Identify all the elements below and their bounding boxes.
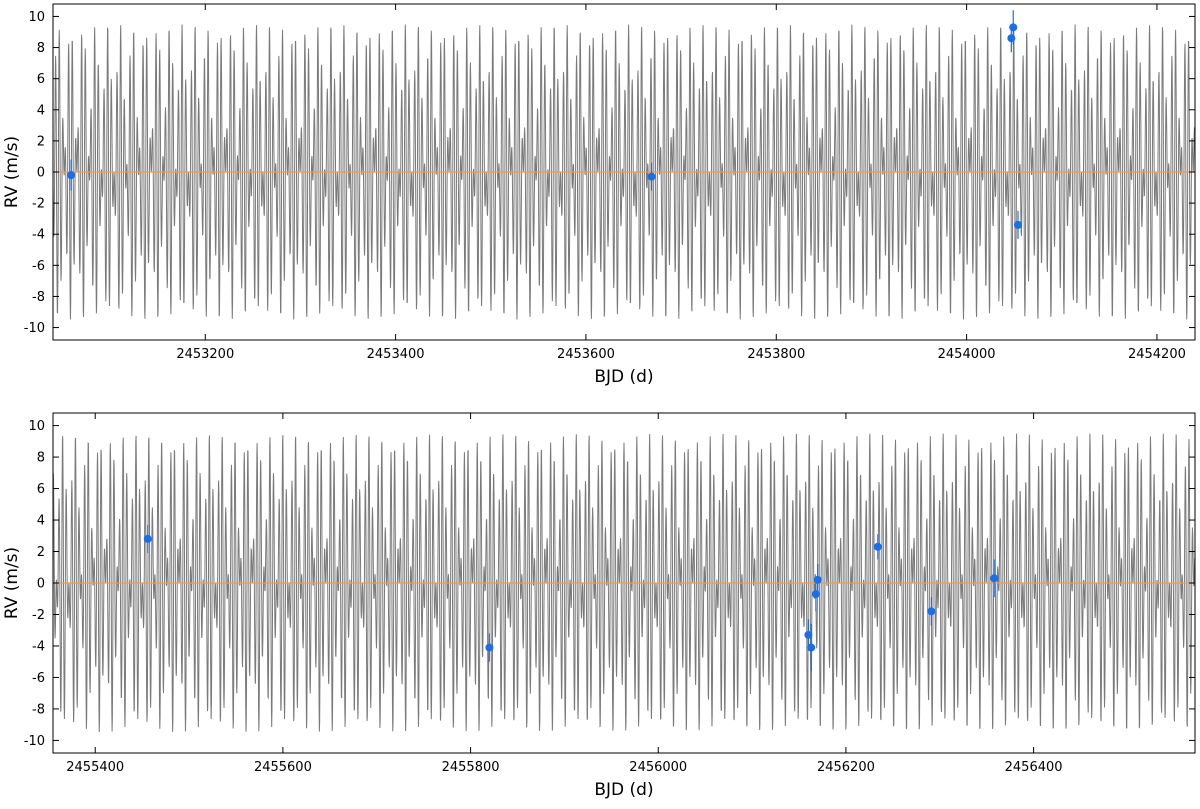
x-tick-label: 2454200 (1128, 347, 1186, 362)
data-point (927, 607, 936, 616)
y-tick-label: 2 (37, 134, 45, 149)
y-tick-label: -8 (32, 702, 45, 717)
x-tick-label: 2456200 (817, 760, 875, 775)
data-point (143, 534, 152, 543)
y-tick-label: -4 (32, 639, 45, 654)
y-tick-label: 10 (28, 419, 45, 434)
y-tick-label: -4 (32, 228, 45, 243)
x-tick-label: 2456400 (1005, 760, 1063, 775)
x-tick-label: 2454000 (938, 347, 996, 362)
top-panel: 2453200 2453400 2453600 2453800 2454000 24542… (2, 3, 1196, 387)
x-tick-label: 2455800 (442, 760, 500, 775)
x-tick-label: 2455400 (66, 760, 124, 775)
y-tick-label: -8 (32, 290, 45, 305)
data-point (807, 643, 816, 652)
x-axis-label: BJD (d) (594, 367, 653, 387)
model-curve (53, 24, 1195, 320)
y-tick-label: -10 (24, 321, 45, 336)
y-tick-label: -10 (24, 734, 45, 749)
y-tick-label: 6 (37, 72, 45, 87)
y-axis-label: RV (m/s) (2, 136, 22, 208)
x-tick-label: 2453200 (176, 347, 234, 362)
x-tick-label: 2455600 (254, 760, 312, 775)
data-point (485, 643, 494, 652)
bottom-panel: 2455400 2455600 2455800 2456000 2456200 24564… (2, 412, 1196, 800)
y-tick-label: 4 (37, 514, 45, 529)
y-axis-label: RV (m/s) (2, 547, 22, 619)
y-tick-label: 6 (37, 482, 45, 497)
y-tick-label: 4 (37, 103, 45, 118)
y-tick-label: 8 (37, 41, 45, 56)
y-tick-label: 10 (28, 10, 45, 25)
plot-area (53, 10, 1195, 320)
data-point (1009, 23, 1018, 32)
model-curve (53, 433, 1195, 733)
y-tick-label: -6 (32, 259, 45, 274)
y-tick-label: -2 (32, 608, 45, 623)
y-tick-label: 2 (37, 545, 45, 560)
data-point (813, 575, 822, 584)
y-tick-label: 0 (37, 577, 45, 592)
data-point (804, 630, 813, 639)
y-tick-label: 8 (37, 451, 45, 466)
data-point (990, 574, 999, 583)
data-point (647, 172, 656, 181)
plot-area (53, 433, 1195, 733)
x-tick-label: 2453400 (367, 347, 425, 362)
y-tick-label: -6 (32, 671, 45, 686)
data-point (1013, 220, 1022, 229)
data-point (873, 542, 882, 551)
x-tick-label: 2453800 (747, 347, 805, 362)
x-tick-label: 2453600 (557, 347, 615, 362)
x-axis-label: BJD (d) (594, 780, 653, 800)
y-tick-label: 0 (37, 166, 45, 181)
y-tick-label: -2 (32, 197, 45, 212)
data-point (67, 171, 76, 180)
data-point (811, 590, 820, 599)
x-tick-label: 2456000 (629, 760, 687, 775)
data-point (1007, 34, 1016, 43)
